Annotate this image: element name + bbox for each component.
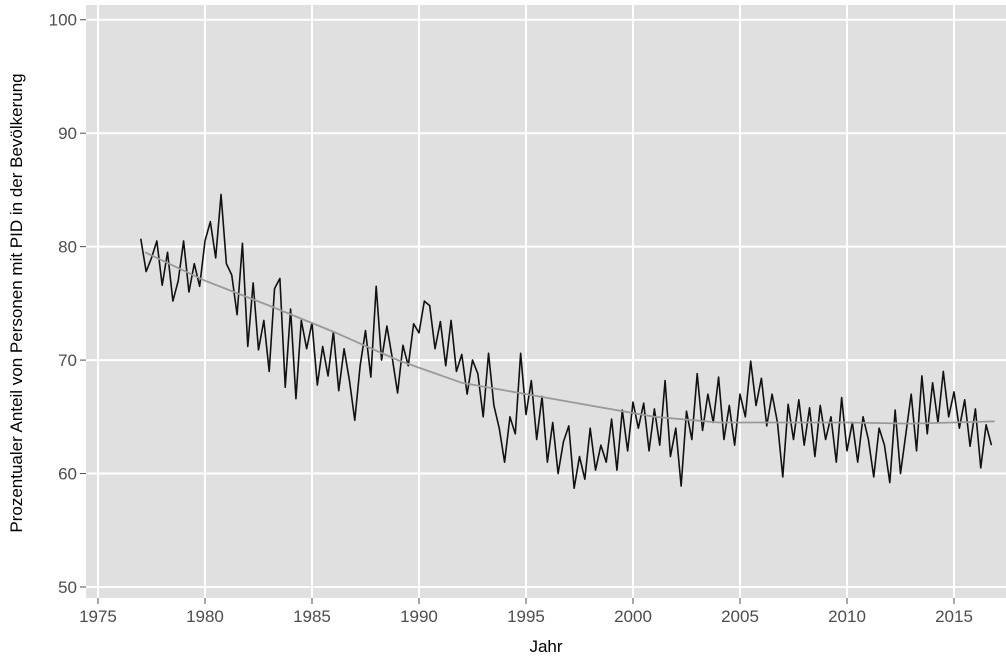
x-tick-label: 1980 <box>186 607 224 626</box>
y-tick-label: 50 <box>58 578 77 597</box>
x-tick-label: 1995 <box>507 607 545 626</box>
x-tick-label: 2000 <box>614 607 652 626</box>
y-axis-label: Prozentualer Anteil von Personen mit PID… <box>7 73 26 532</box>
y-tick-label: 60 <box>58 465 77 484</box>
line <box>144 251 995 425</box>
x-tick-label: 2010 <box>828 607 866 626</box>
x-tick-label: 2015 <box>935 607 973 626</box>
x-axis-label: Jahr <box>529 637 562 656</box>
y-tick-label: 100 <box>49 11 77 30</box>
y-tick-label: 90 <box>58 124 77 143</box>
y-tick-label: 70 <box>58 351 77 370</box>
x-tick-label: 1975 <box>79 607 117 626</box>
x-tick-label: 1990 <box>400 607 438 626</box>
x-tick-label: 1985 <box>293 607 331 626</box>
y-tick-label: 80 <box>58 238 77 257</box>
plot-background <box>86 5 1006 598</box>
x-tick-label: 2005 <box>721 607 759 626</box>
line <box>139 193 993 490</box>
